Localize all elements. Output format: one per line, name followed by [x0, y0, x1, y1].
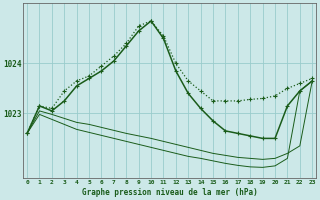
X-axis label: Graphe pression niveau de la mer (hPa): Graphe pression niveau de la mer (hPa) — [82, 188, 258, 197]
